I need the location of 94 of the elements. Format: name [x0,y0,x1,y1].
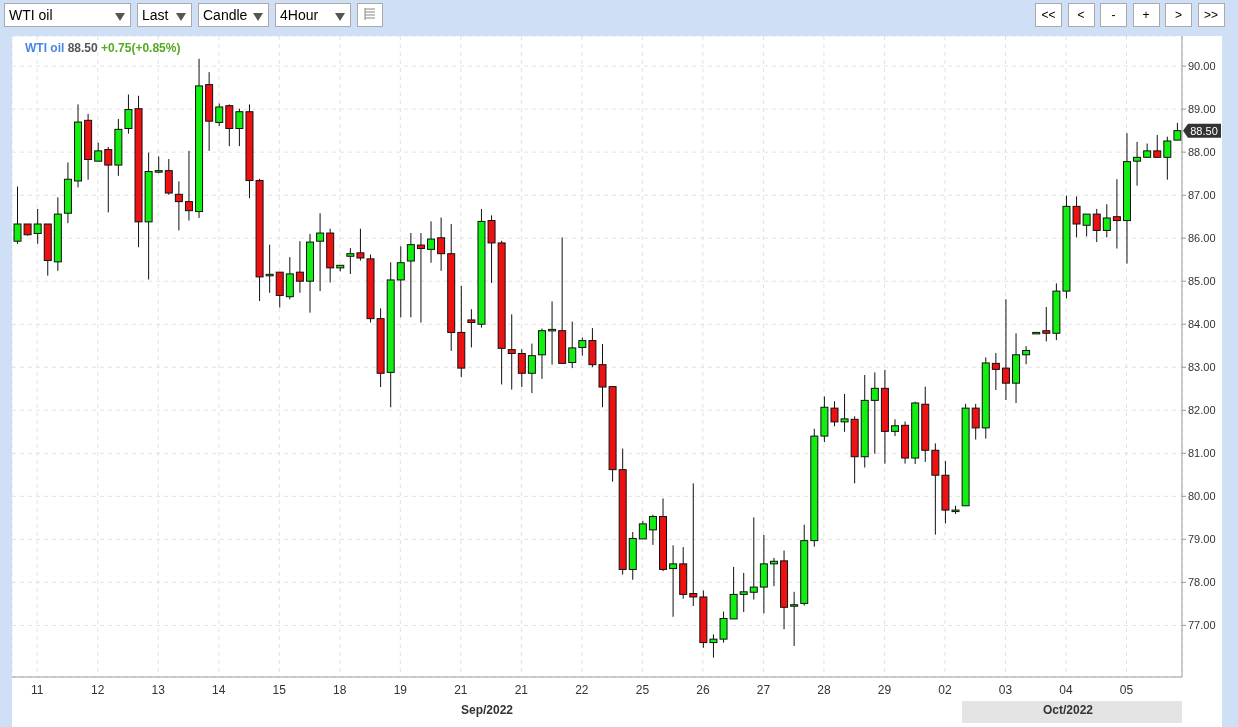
text: Candle [198,3,269,27]
candlestick [437,217,446,272]
candlestick [346,247,355,275]
candlestick [548,300,557,366]
candlestick [1102,203,1111,238]
annotation: 88.50 [1190,124,1218,137]
text: Sep/2022 [459,703,514,717]
y-tick-label: 81.00 [1188,447,1216,460]
candlestick [891,418,899,437]
y-tick-label: 89.00 [1188,103,1216,116]
candlestick [749,516,758,601]
x-tick-label: 12 [91,682,105,697]
candlestick [739,572,748,613]
candlestick [689,482,698,607]
x-tick-label: 28 [817,682,831,697]
candlestick [1112,178,1121,250]
text: << [1035,3,1062,27]
candlestick [1042,306,1051,342]
candlestick [104,146,113,213]
x-tick-label: 21 [514,682,529,697]
candlestick [295,240,304,294]
x-tick-label: 29 [877,682,892,697]
candlestick [33,208,42,245]
x-tick-label: 26 [696,682,710,697]
candlestick [790,591,799,647]
candlestick [225,103,234,147]
candlestick [1163,136,1172,181]
candlestick [406,232,415,318]
candlestick [870,371,879,455]
x-tick-label: 19 [393,682,408,697]
y-tick-label: 84.00 [1188,318,1216,331]
candlestick [507,313,516,391]
text: Oct/2022 [1041,703,1094,717]
y-tick-label: 77.00 [1188,619,1216,632]
candlestick [759,534,768,614]
y-tick-label: 88.00 [1188,146,1216,159]
text: < [1067,3,1095,27]
y-tick-label: 90.00 [1188,60,1216,73]
candlestick [164,158,173,196]
x-tick-label: 18 [333,682,347,697]
candlestick [184,150,193,222]
candlestick [648,514,657,546]
text: WTI oil [25,41,65,55]
candlestick [275,271,284,308]
candlestick [991,352,1000,391]
candlestick [517,348,526,388]
candlestick [1001,298,1010,401]
candlestick [396,245,405,318]
x-tick-label: 21 [454,682,468,697]
y-tick-label: 83.00 [1188,361,1216,374]
x-tick-label: 02 [938,682,952,697]
text: 88.50 +0.75(+0.85%) [67,41,181,55]
candlestick [416,232,425,324]
y-tick-label: 80.00 [1188,490,1216,503]
text: > [1165,3,1192,27]
text: WTI oil [4,3,131,27]
candlestick [1022,345,1031,365]
candlestick [285,256,294,300]
candlestick [578,337,587,357]
candlestick [215,103,224,127]
candlestick [94,142,103,162]
candlestick [527,343,536,394]
y-tick-label: 79.00 [1188,533,1216,546]
x-tick-label: 25 [635,682,650,697]
x-tick-label: 22 [575,682,589,697]
candlestick [1153,134,1162,158]
x-tick-label: 03 [998,682,1013,697]
x-tick-label: 11 [30,682,44,697]
text: - [1100,3,1127,27]
y-tick-label: 86.00 [1188,232,1216,245]
y-tick-label: 87.00 [1188,189,1216,202]
candlestick [568,321,577,369]
candlestick [316,212,325,292]
x-tick-label: 14 [212,682,226,697]
text: Last [137,3,192,27]
x-tick-label: 05 [1119,682,1134,697]
candlestick [427,220,436,264]
x-tick-label: 27 [756,682,771,697]
x-tick-label: 13 [151,682,166,697]
candlestick [769,557,778,587]
candlestick [1133,141,1142,187]
candlestick [1092,208,1101,243]
text: >> [1197,3,1225,27]
candlestick [174,180,183,231]
candlestick [669,544,678,618]
y-tick-label: 82.00 [1188,404,1216,417]
text: + [1132,3,1160,27]
y-tick-label: 85.00 [1188,275,1216,288]
text: 4Hour [275,3,351,27]
y-tick-label: 78.00 [1188,576,1216,589]
x-tick-label: 04 [1059,682,1073,697]
candlestick [638,520,647,540]
x-tick-label: 15 [272,682,287,697]
candlestick [971,403,980,441]
